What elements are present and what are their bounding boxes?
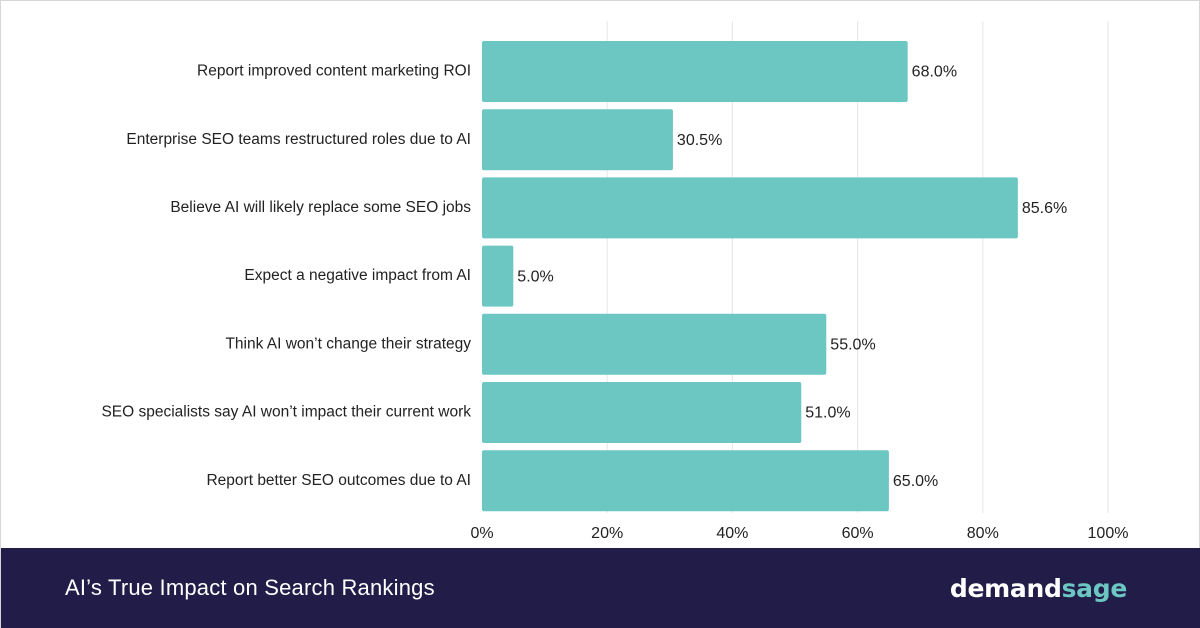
category-label: Expect a negative impact from AI bbox=[244, 267, 471, 284]
brand-logo-part2: sage bbox=[1061, 573, 1128, 603]
chart-title: AI’s True Impact on Search Rankings bbox=[65, 575, 435, 600]
value-labels: 68.0% 30.5% 85.6% 5.0% 55.0% 51.0% 65.0% bbox=[517, 64, 1067, 490]
x-tick-label: 60% bbox=[842, 525, 874, 542]
category-label: Report better SEO outcomes due to AI bbox=[206, 472, 471, 489]
bar bbox=[482, 245, 514, 307]
bar bbox=[482, 450, 889, 512]
category-label: Believe AI will likely replace some SEO … bbox=[170, 199, 471, 216]
footer-banner: AI’s True Impact on Search Rankings dema… bbox=[1, 548, 1200, 628]
bar bbox=[482, 41, 908, 102]
data-label: 85.6% bbox=[1022, 200, 1067, 217]
category-label: SEO specialists say AI won’t impact thei… bbox=[101, 404, 471, 421]
x-tick-label: 100% bbox=[1088, 525, 1129, 542]
category-label: Think AI won’t change their strategy bbox=[225, 335, 471, 352]
x-tick-label: 0% bbox=[470, 525, 493, 542]
x-tick-label: 80% bbox=[967, 525, 999, 542]
bar bbox=[482, 313, 827, 375]
bar bbox=[482, 177, 1018, 239]
data-label: 68.0% bbox=[912, 64, 957, 81]
chart-area: Report improved content marketing ROI Ent… bbox=[1, 1, 1199, 549]
bar bbox=[482, 382, 802, 443]
x-axis-ticks: 0% 20% 40% 60% 80% 100% bbox=[470, 525, 1128, 542]
category-label: Enterprise SEO teams restructured roles … bbox=[126, 131, 471, 148]
data-label: 55.0% bbox=[830, 337, 875, 354]
data-label: 30.5% bbox=[677, 132, 722, 149]
x-tick-label: 40% bbox=[716, 525, 748, 542]
data-label: 5.0% bbox=[517, 268, 553, 285]
data-label: 65.0% bbox=[893, 473, 938, 490]
data-label: 51.0% bbox=[805, 405, 850, 422]
brand-logo: demandsage bbox=[950, 574, 1127, 603]
bars bbox=[482, 41, 1018, 512]
category-labels: Report improved content marketing ROI Ent… bbox=[101, 63, 471, 489]
brand-logo-part1: demand bbox=[949, 573, 1062, 603]
x-tick-label: 20% bbox=[591, 525, 623, 542]
bar bbox=[482, 109, 673, 171]
category-label: Report improved content marketing ROI bbox=[197, 63, 471, 80]
bar-chart: Report improved content marketing ROI Ent… bbox=[101, 21, 1128, 542]
